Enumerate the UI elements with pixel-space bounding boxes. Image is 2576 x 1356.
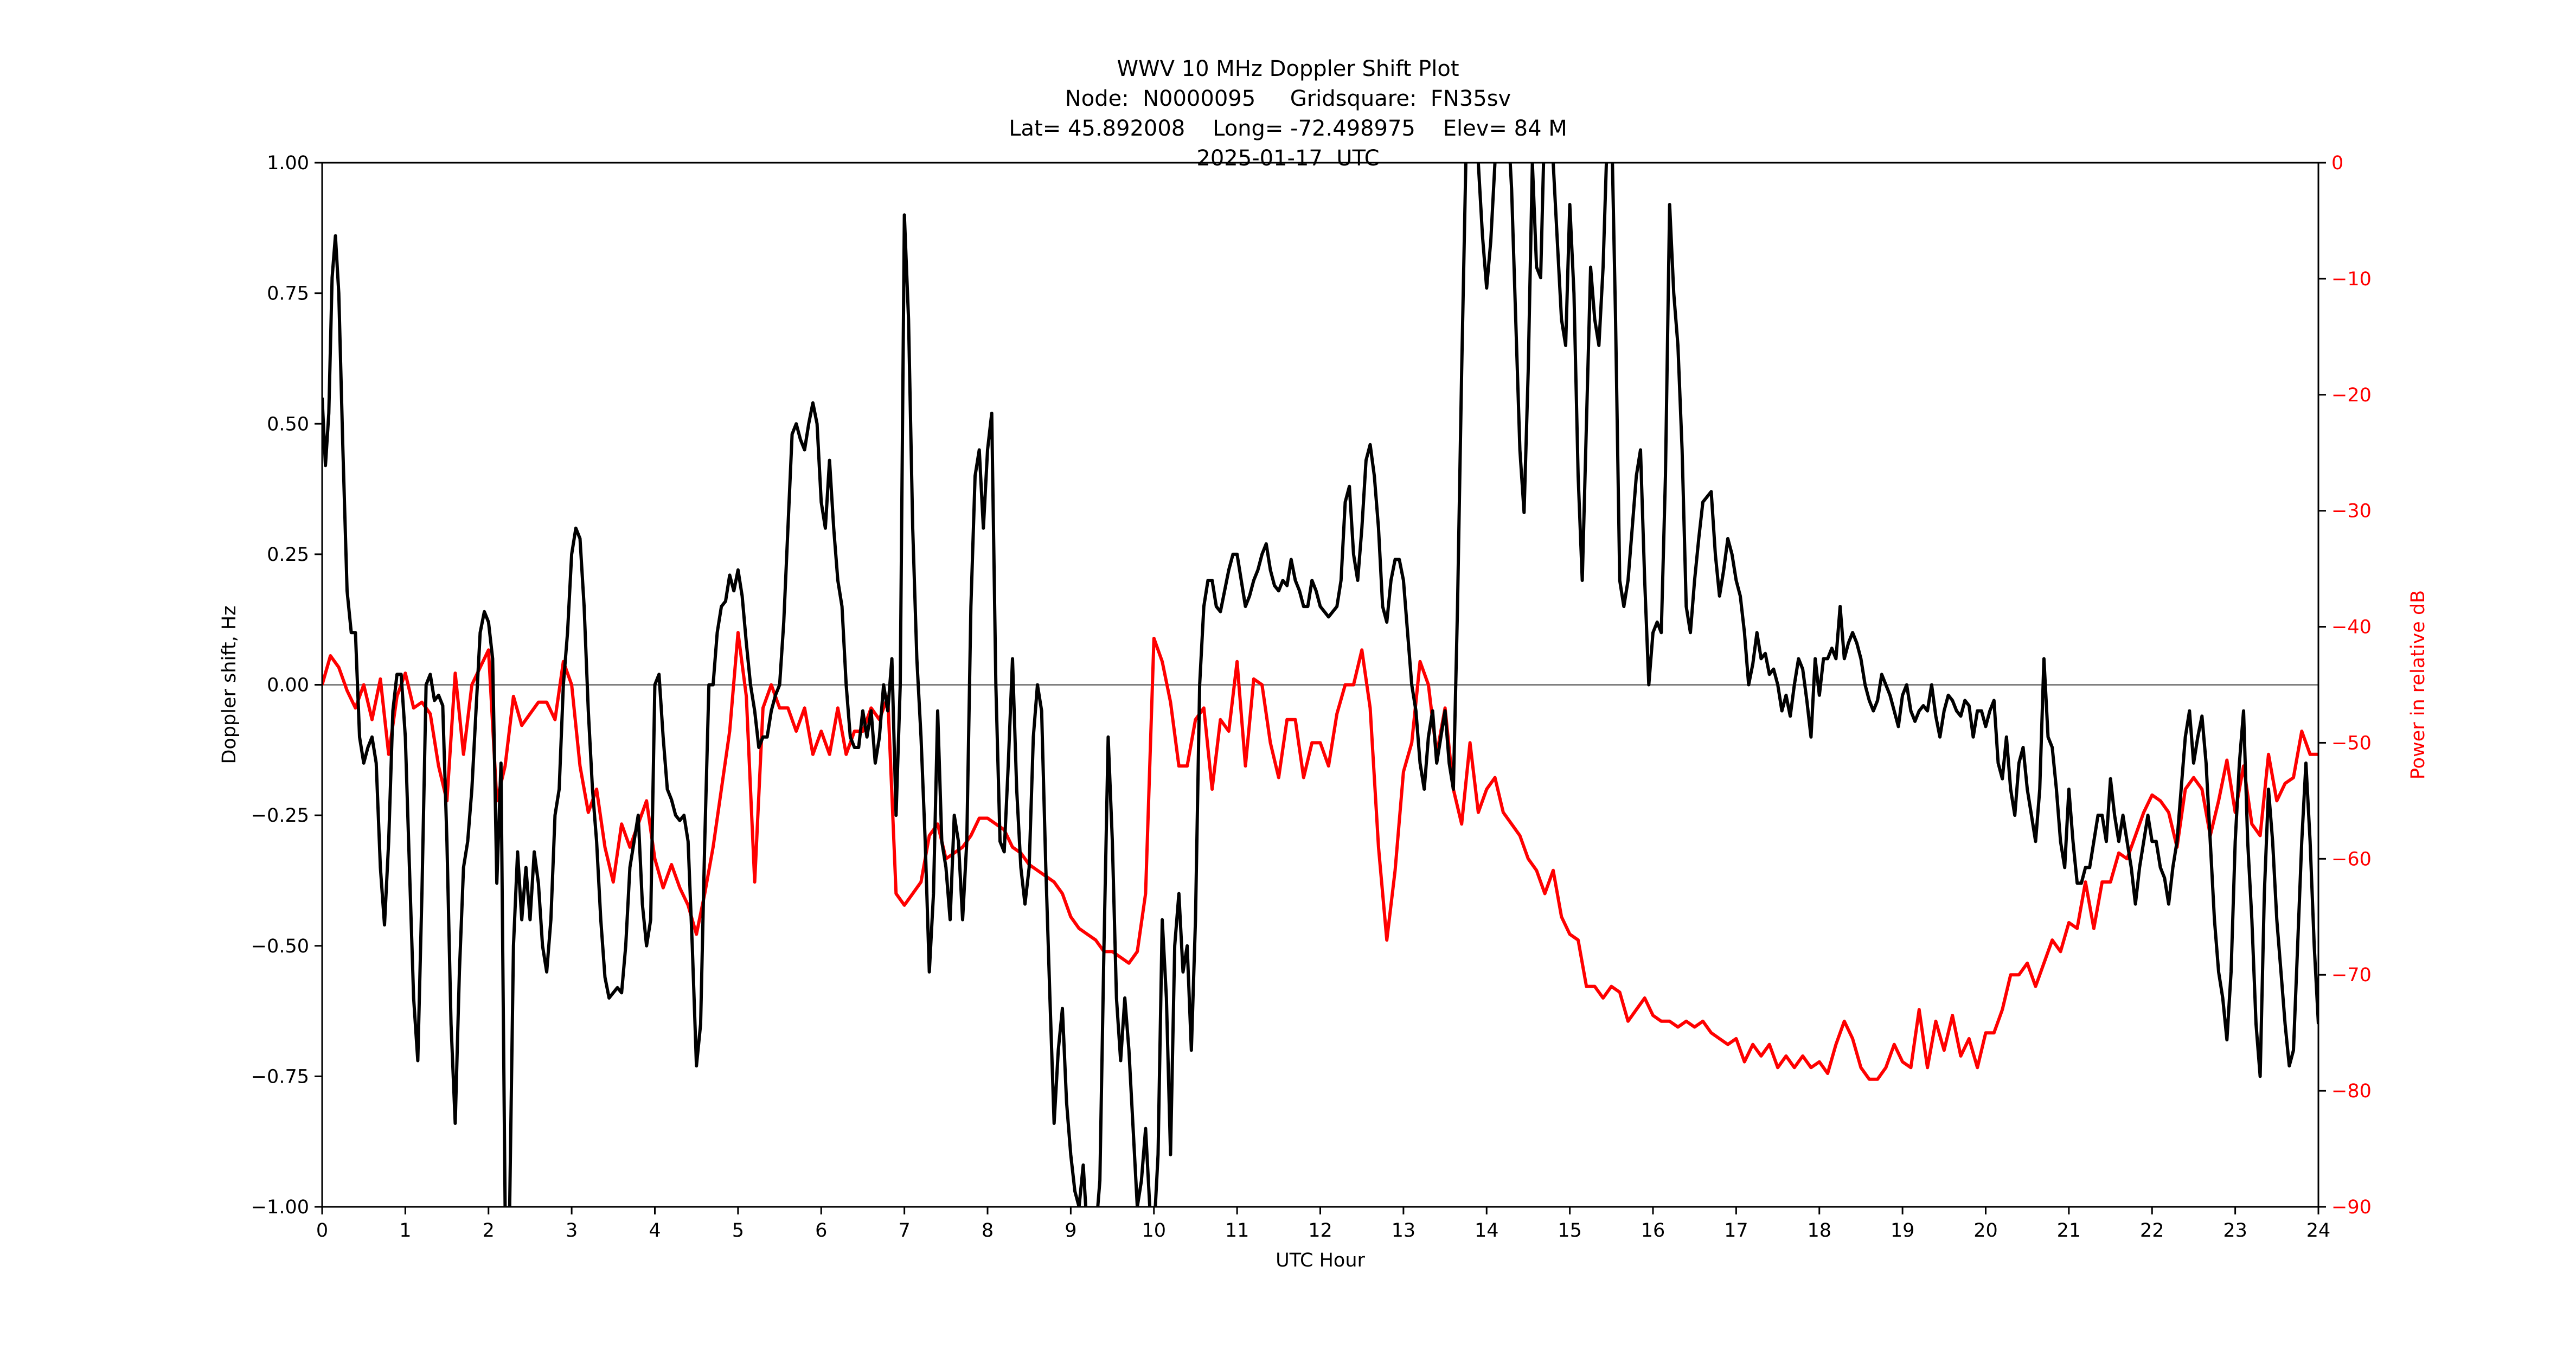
y2-tick-label: −30 (2331, 501, 2372, 522)
x-tick-label: 7 (898, 1220, 910, 1242)
x-tick-label: 17 (1724, 1220, 1748, 1242)
doppler-series-line (322, 163, 2318, 1207)
y2-axis-ticks: 0 −10 −20 −30 −40 −50 −60 −70 −80 −90 (2318, 152, 2372, 1218)
x-tick-label: 13 (1392, 1220, 1416, 1242)
y-tick-label: 1.00 (267, 152, 309, 174)
x-tick-label: 22 (2140, 1220, 2164, 1242)
y2-axis-label: Power in relative dB (2407, 590, 2429, 779)
x-tick-label: 6 (815, 1220, 827, 1242)
x-tick-label: 3 (566, 1220, 578, 1242)
x-tick-label: 20 (1973, 1220, 1998, 1242)
power-line (322, 631, 2318, 1081)
y-axis-ticks: 1.00 0.75 0.50 0.25 0.00 −0.25 −0.50 −0.75 −1.00 (251, 152, 322, 1218)
chart-title-block: WWV 10 MHz Doppler Shift Plot Node: N000… (0, 54, 2576, 174)
y2-tick-label: 0 (2331, 152, 2343, 174)
x-tick-label: 18 (1807, 1220, 1831, 1242)
x-tick-label: 8 (982, 1220, 994, 1242)
x-tick-label: 21 (2057, 1220, 2081, 1242)
y-tick-label: 0.00 (267, 675, 309, 696)
y-tick-label: −0.75 (251, 1066, 309, 1088)
x-tick-label: 15 (1558, 1220, 1582, 1242)
y-tick-label: −0.50 (251, 936, 309, 957)
x-axis-ticks: 0 1 2 3 4 5 6 7 8 9 10 11 12 13 14 15 16 17 18 19 20 21 22 23 24 (316, 1207, 2330, 1242)
y2-tick-label: −50 (2331, 732, 2372, 754)
y2-tick-label: −70 (2331, 964, 2372, 986)
x-tick-label: 12 (1308, 1220, 1332, 1242)
chart-subtitle-location: Lat= 45.892008 Long= -72.498975 Elev= 84… (1009, 116, 1567, 141)
y2-tick-label: −60 (2331, 848, 2372, 870)
x-tick-label: 10 (1142, 1220, 1166, 1242)
y2-tick-label: −20 (2331, 385, 2372, 406)
chart-subtitle-date: 2025-01-17 UTC (1196, 146, 1380, 171)
x-tick-label: 9 (1065, 1220, 1076, 1242)
x-tick-label: 5 (732, 1220, 744, 1242)
y-tick-label: 0.25 (267, 544, 309, 566)
x-tick-label: 1 (399, 1220, 411, 1242)
x-axis-label: UTC Hour (1276, 1250, 1365, 1271)
x-tick-label: 4 (649, 1220, 661, 1242)
x-tick-label: 16 (1641, 1220, 1665, 1242)
y2-tick-label: −90 (2331, 1197, 2372, 1218)
y-axis-label: Doppler shift, Hz (219, 605, 240, 764)
x-tick-label: 23 (2223, 1220, 2247, 1242)
chart-subtitle-node: Node: N0000095 Gridsquare: FN35sv (1065, 86, 1511, 111)
x-tick-label: 0 (316, 1220, 328, 1242)
y-tick-label: −1.00 (251, 1197, 309, 1218)
doppler-line (322, 163, 2318, 1207)
y-tick-label: −0.25 (251, 805, 309, 827)
chart-title: WWV 10 MHz Doppler Shift Plot (1117, 56, 1459, 81)
y2-tick-label: −10 (2331, 268, 2372, 290)
y2-tick-label: −40 (2331, 617, 2372, 638)
power-series-line (322, 631, 2318, 1081)
x-tick-label: 14 (1475, 1220, 1499, 1242)
y2-tick-label: −80 (2331, 1080, 2372, 1102)
x-tick-label: 24 (2306, 1220, 2331, 1242)
x-tick-label: 11 (1225, 1220, 1249, 1242)
y-tick-label: 0.50 (267, 413, 309, 435)
x-tick-label: 19 (1891, 1220, 1915, 1242)
x-tick-label: 2 (483, 1220, 495, 1242)
y-tick-label: 0.75 (267, 283, 309, 305)
